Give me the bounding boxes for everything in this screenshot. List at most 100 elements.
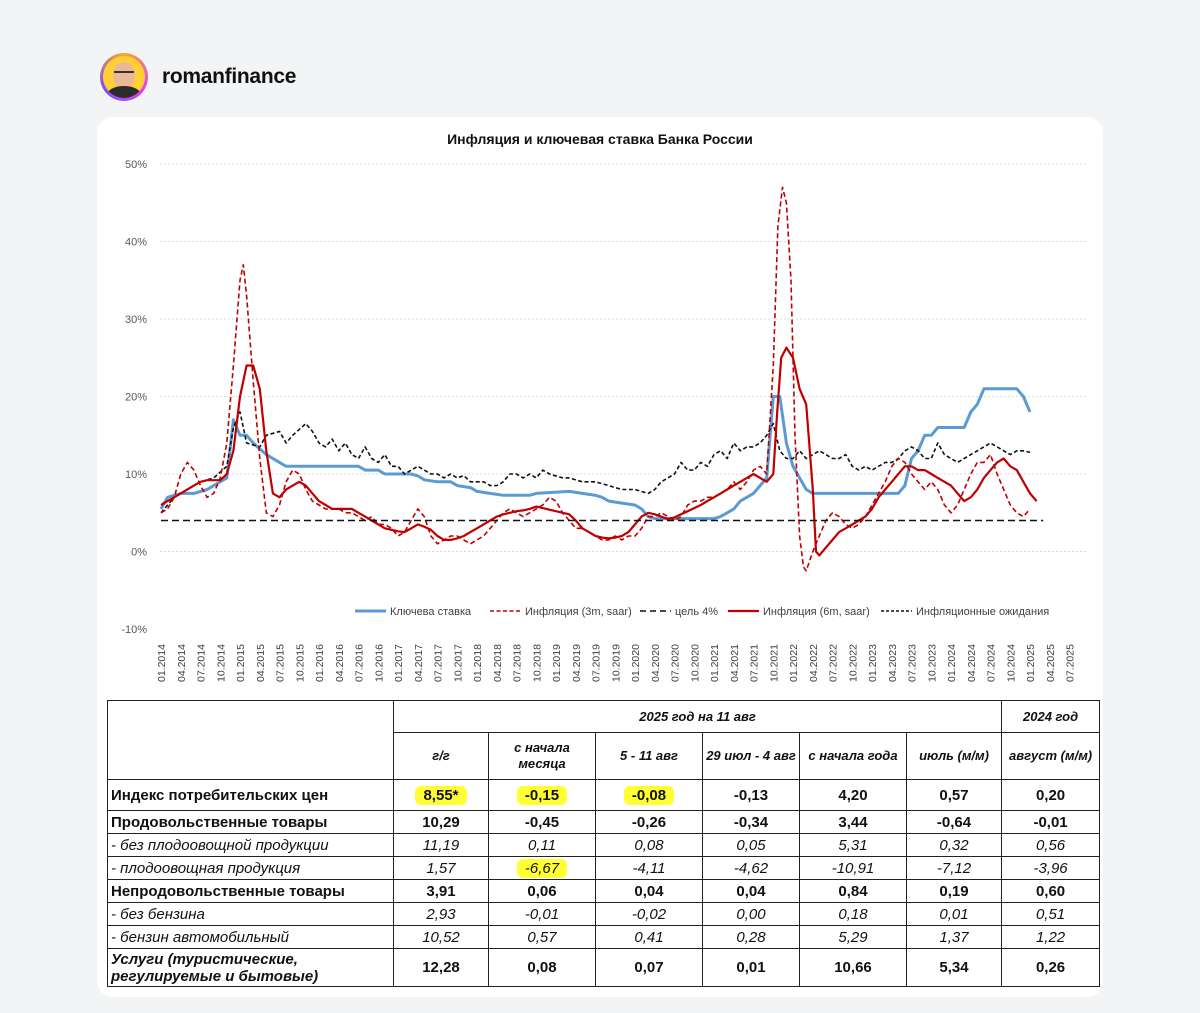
x-tick-label: 01.2023 [867, 644, 879, 682]
table-row: Продовольственные товары 10,29 -0,45 -0,… [107, 810, 1101, 834]
x-tick-label: 01.2022 [788, 644, 800, 682]
x-tick-label: 01.2018 [472, 644, 484, 682]
cell: 10,66 [799, 948, 907, 987]
cell: 0,18 [799, 902, 907, 926]
cell: 8,55* [393, 779, 489, 811]
cell: -10,91 [799, 856, 907, 880]
x-tick-label: 10.2014 [215, 644, 227, 682]
x-tick-label: 04.2015 [255, 644, 267, 682]
series-line [160, 346, 1038, 557]
cell: 0,51 [1001, 902, 1101, 926]
cell: -0,26 [595, 810, 703, 834]
post-card: Инфляция и ключевая ставка Банка России … [97, 117, 1103, 997]
cell: 0,56 [1001, 833, 1101, 857]
cell: 5,31 [799, 833, 907, 857]
legend-label: Инфляция (6m, saar) [763, 606, 870, 618]
row-label: - без плодоовощной продукции [107, 833, 394, 857]
cell: -0,13 [702, 779, 800, 811]
cell: -0,34 [702, 810, 800, 834]
cell: 1,57 [393, 856, 489, 880]
x-tick-label: 01.2019 [551, 644, 563, 682]
table-row: Индекс потребительских цен 8,55* -0,15 -… [107, 779, 1101, 811]
x-tick-label: 07.2014 [196, 644, 208, 682]
x-tick-label: 04.2018 [492, 644, 504, 682]
header-2024: 2024 год [1001, 700, 1101, 733]
cell: -4,11 [595, 856, 703, 880]
cell: -0,45 [488, 810, 596, 834]
x-tick-label: 07.2017 [433, 644, 445, 682]
cell: -0,01 [488, 902, 596, 926]
x-tick-label: 01.2016 [314, 644, 326, 682]
x-tick-label: 10.2021 [768, 644, 780, 682]
cell: 0,07 [595, 948, 703, 987]
row-label: Продовольственные товары [107, 810, 394, 834]
x-tick-label: 04.2014 [176, 644, 188, 682]
x-tick-label: 01.2020 [630, 644, 642, 682]
cell: -0,64 [905, 810, 1003, 834]
x-tick-label: 07.2020 [670, 644, 682, 682]
cell: 0,57 [488, 925, 596, 949]
y-tick-label: 50% [125, 159, 147, 171]
cell: -0,01 [1001, 810, 1101, 834]
cell: 1,37 [905, 925, 1003, 949]
x-tick-label: 04.2021 [729, 644, 741, 682]
cell: 0,01 [905, 902, 1003, 926]
col-header: 5 - 11 авг [595, 732, 703, 780]
cell: -7,12 [905, 856, 1003, 880]
x-tick-label: 01.2021 [709, 644, 721, 682]
x-tick-label: 04.2017 [413, 644, 425, 682]
y-tick-label: 0% [131, 547, 147, 559]
cell: 0,00 [702, 902, 800, 926]
legend-label: цель 4% [675, 606, 718, 618]
x-tick-label: 10.2022 [847, 644, 859, 682]
y-tick-label: 20% [125, 392, 147, 404]
cell: 0,57 [905, 779, 1003, 811]
cell: 0,08 [488, 948, 596, 987]
avatar[interactable] [100, 53, 148, 101]
cell: -0,15 [488, 779, 596, 811]
cell: -0,08 [595, 779, 703, 811]
table-row: Услуги (туристические, регулируемые и бы… [107, 948, 1101, 987]
cell: 0,05 [702, 833, 800, 857]
header-empty-cell [107, 700, 394, 780]
x-tick-label: 10.2024 [1005, 644, 1017, 682]
x-tick-label: 07.2019 [591, 644, 603, 682]
row-label: Индекс потребительских цен [107, 779, 394, 811]
cell: 0,08 [595, 833, 703, 857]
y-tick-label: 10% [125, 469, 147, 481]
x-tick-label: 10.2019 [610, 644, 622, 682]
cell: 0,04 [702, 879, 800, 903]
x-tick-label: 07.2023 [907, 644, 919, 682]
y-tick-label: 40% [125, 237, 147, 249]
username[interactable]: romanfinance [162, 65, 297, 88]
cell: 0,04 [595, 879, 703, 903]
x-tick-label: 07.2015 [275, 644, 287, 682]
legend-label: Инфляционные ожидания [916, 606, 1049, 618]
cell: -0,02 [595, 902, 703, 926]
table-row: - без плодоовощной продукции 11,19 0,11 … [107, 833, 1101, 857]
legend: Ключева ставка Инфляция (3m, saar) цель 4%… [355, 606, 1049, 618]
y-axis-ticks: 50% 40% 30% 20% 10% 0% -10% [121, 159, 147, 636]
row-label: - без бензина [107, 902, 394, 926]
x-tick-label: 10.2018 [531, 644, 543, 682]
cell: 1,22 [1001, 925, 1101, 949]
x-tick-label: 04.2023 [887, 644, 899, 682]
col-header: с начала года [799, 732, 907, 780]
row-label: - плодоовощная продукция [107, 856, 394, 880]
x-tick-label: 10.2015 [294, 644, 306, 682]
x-tick-label: 07.2022 [828, 644, 840, 682]
highlight: -0,08 [623, 785, 675, 805]
y-tick-label: -10% [121, 624, 147, 636]
cell: 0,11 [488, 833, 596, 857]
cell: 0,01 [702, 948, 800, 987]
x-tick-label: 07.2016 [354, 644, 366, 682]
cell: 0,41 [595, 925, 703, 949]
series-line [160, 186, 1031, 572]
chart-title: Инфляция и ключевая ставка Банка России [447, 131, 753, 147]
cell: 5,34 [905, 948, 1003, 987]
row-label: Услуги (туристические, регулируемые и бы… [107, 948, 394, 987]
col-header: август (м/м) [1001, 732, 1101, 780]
x-tick-label: 07.2025 [1065, 644, 1077, 682]
col-header: с начала месяца [488, 732, 596, 780]
col-header: 29 июл - 4 авг [702, 732, 800, 780]
